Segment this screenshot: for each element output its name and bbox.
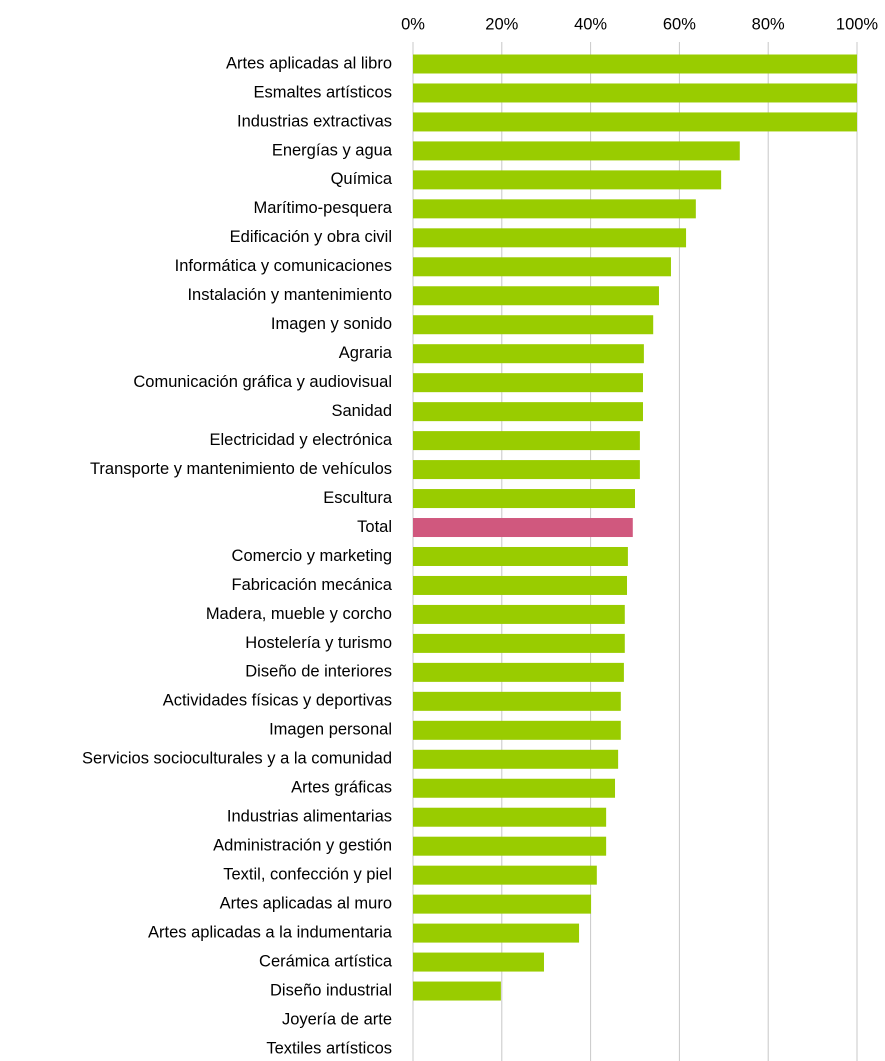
bar: [413, 228, 687, 248]
y-tick-label: Joyería de arte: [282, 1010, 392, 1028]
bar: [413, 112, 857, 132]
bar: [413, 981, 501, 1001]
bar: [413, 894, 592, 914]
y-tick-label: Textil, confección y piel: [223, 866, 392, 884]
bar: [413, 546, 628, 566]
bar: [413, 489, 635, 509]
bar: [413, 373, 643, 393]
y-tick-label: Sanidad: [331, 402, 392, 420]
y-tick-label: Edificación y obra civil: [230, 228, 392, 246]
bar: [413, 83, 857, 103]
bar: [413, 923, 580, 943]
x-tick-label: 100%: [836, 15, 879, 33]
bar: [413, 662, 624, 682]
bar: [413, 344, 644, 364]
bar: [413, 749, 619, 769]
y-tick-label: Diseño industrial: [270, 981, 392, 999]
y-tick-label: Esmaltes artísticos: [254, 83, 392, 101]
y-tick-label: Agraria: [339, 344, 393, 362]
y-tick-label: Instalación y mantenimiento: [187, 286, 392, 304]
y-tick-label: Electricidad y electrónica: [210, 431, 393, 449]
bar: [413, 836, 607, 856]
y-tick-label: Informática y comunicaciones: [175, 257, 392, 275]
y-tick-label: Artes aplicadas a la indumentaria: [148, 923, 393, 941]
y-tick-label: Comunicación gráfica y audiovisual: [133, 373, 392, 391]
bar: [413, 691, 621, 711]
bar: [413, 778, 616, 798]
y-tick-label: Madera, mueble y corcho: [206, 605, 392, 623]
y-tick-label: Administración y gestión: [213, 837, 392, 855]
bar: [413, 141, 740, 161]
bar: [413, 54, 857, 74]
y-tick-label: Hostelería y turismo: [245, 634, 392, 652]
bar: [413, 952, 544, 972]
bar: [413, 575, 628, 595]
y-tick-label: Cerámica artística: [259, 952, 393, 970]
bar: [413, 170, 722, 190]
bar: [413, 286, 659, 306]
bar: [413, 604, 625, 624]
y-tick-label: Industrias alimentarias: [227, 808, 392, 826]
y-tick-label: Energías y agua: [272, 141, 393, 159]
y-tick-label: Marítimo-pesquera: [254, 199, 393, 217]
x-tick-label: 40%: [574, 15, 607, 33]
y-tick-label: Comercio y marketing: [232, 547, 392, 565]
y-tick-label: Transporte y mantenimiento de vehículos: [90, 460, 392, 478]
bar: [413, 720, 621, 740]
y-tick-label: Fabricación mecánica: [232, 576, 393, 594]
bar: [413, 257, 671, 277]
y-tick-label: Química: [331, 170, 393, 188]
y-tick-label: Servicios socioculturales y a la comunid…: [82, 750, 392, 768]
y-tick-label: Diseño de interiores: [245, 663, 392, 681]
x-tick-label: 60%: [663, 15, 696, 33]
bar: [413, 865, 597, 885]
x-tick-label: 80%: [752, 15, 785, 33]
y-tick-label: Artes gráficas: [291, 779, 392, 797]
y-tick-label: Textiles artísticos: [266, 1039, 392, 1057]
bar: [413, 807, 607, 827]
bar: [413, 460, 640, 480]
x-tick-label: 0%: [401, 15, 425, 33]
bar: [413, 315, 654, 335]
bar: [413, 199, 696, 219]
y-tick-label: Escultura: [323, 489, 393, 507]
bar: [413, 633, 625, 653]
y-tick-label: Imagen personal: [269, 721, 392, 739]
bar: [413, 518, 633, 538]
y-tick-label: Imagen y sonido: [271, 315, 392, 333]
y-tick-label: Total: [357, 518, 392, 536]
y-tick-label: Artes aplicadas al libro: [226, 54, 392, 72]
y-tick-label: Artes aplicadas al muro: [220, 894, 392, 912]
x-tick-label: 20%: [485, 15, 518, 33]
y-tick-label: Industrias extractivas: [237, 112, 392, 130]
bar: [413, 431, 640, 451]
y-tick-label: Actividades físicas y deportivas: [163, 692, 392, 710]
bar: [413, 402, 643, 422]
